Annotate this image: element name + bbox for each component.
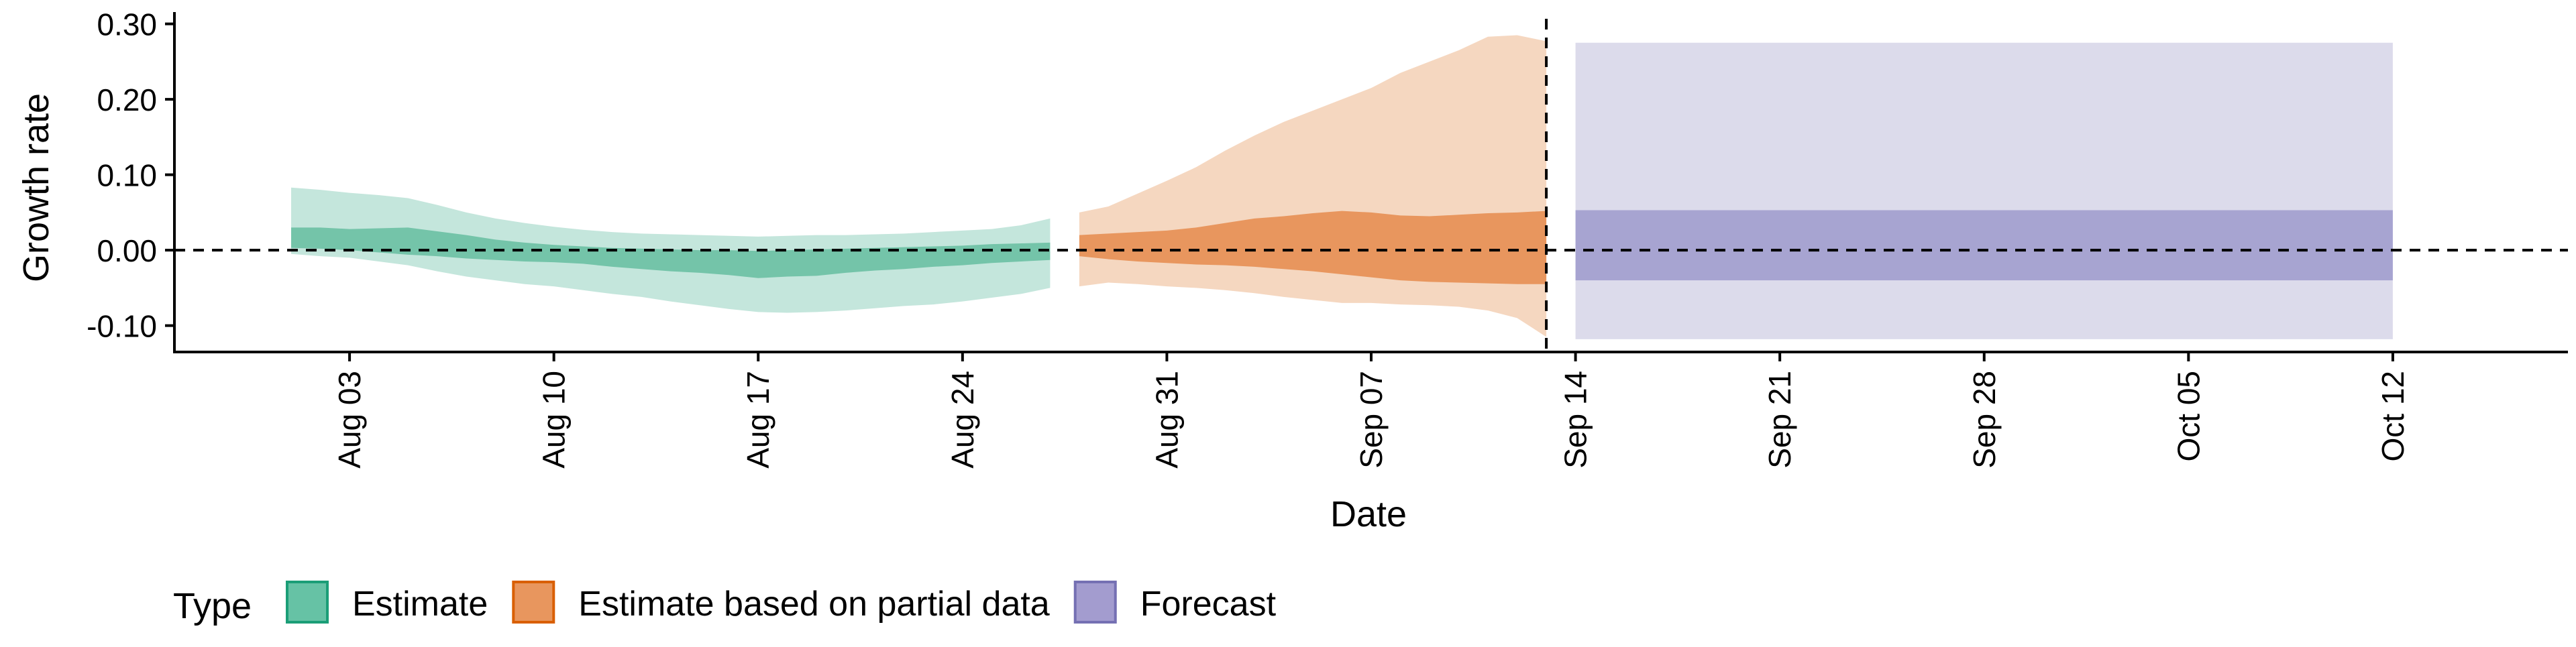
reference-lines [174, 19, 2568, 352]
x-tick-label: Sep 14 [1558, 371, 1593, 469]
legend-label-estimate: Estimate [352, 585, 488, 624]
x-tick-label: Aug 10 [537, 371, 572, 469]
estimate-based-on-partial-data-inner-band [1079, 211, 1547, 284]
x-tick-label: Oct 12 [2375, 371, 2410, 462]
legend-title: Type [173, 586, 252, 626]
forecast-inner-band [1575, 210, 2393, 281]
x-tick-label: Sep 28 [1967, 371, 2002, 469]
x-tick-label: Sep 21 [1762, 371, 1797, 469]
legend-label-forecast: Forecast [1140, 585, 1277, 624]
legend-swatch-forecast [1073, 581, 1117, 624]
y-axis-title: Growth rate [16, 93, 56, 282]
estimate-inner-band [291, 227, 1051, 278]
y-tick-label: 0.00 [97, 233, 157, 268]
legend-swatch-estimate-based-on-partial-data [512, 581, 555, 624]
y-tick-label: -0.10 [87, 309, 157, 344]
ribbon-layer [291, 35, 2393, 339]
x-tick-label: Aug 31 [1149, 371, 1184, 469]
x-axis-title: Date [1330, 494, 1407, 534]
legend: Type Estimate Estimate based on partial d… [173, 581, 1277, 626]
y-tick-label: 0.30 [97, 7, 157, 42]
legend-label-estimate-based-on-partial-data: Estimate based on partial data [578, 585, 1050, 624]
x-tick-label: Aug 17 [741, 371, 775, 469]
estimate-based-on-partial-data-outer-band [1079, 35, 1547, 337]
x-tick-label: Aug 24 [945, 371, 980, 469]
x-tick-label: Sep 07 [1354, 371, 1389, 469]
y-tick-label: 0.10 [97, 158, 157, 193]
y-tick-label: 0.20 [97, 82, 157, 117]
forecast-outer-band [1575, 42, 2393, 339]
legend-swatch-estimate [286, 581, 329, 624]
x-tick-label: Oct 05 [2171, 371, 2206, 462]
x-tick-label: Aug 03 [332, 371, 367, 469]
axes-layer: -0.10 0.00 0.10 0.20 0.30 Aug 03 Aug 10 Aug 17 A… [87, 7, 2568, 469]
